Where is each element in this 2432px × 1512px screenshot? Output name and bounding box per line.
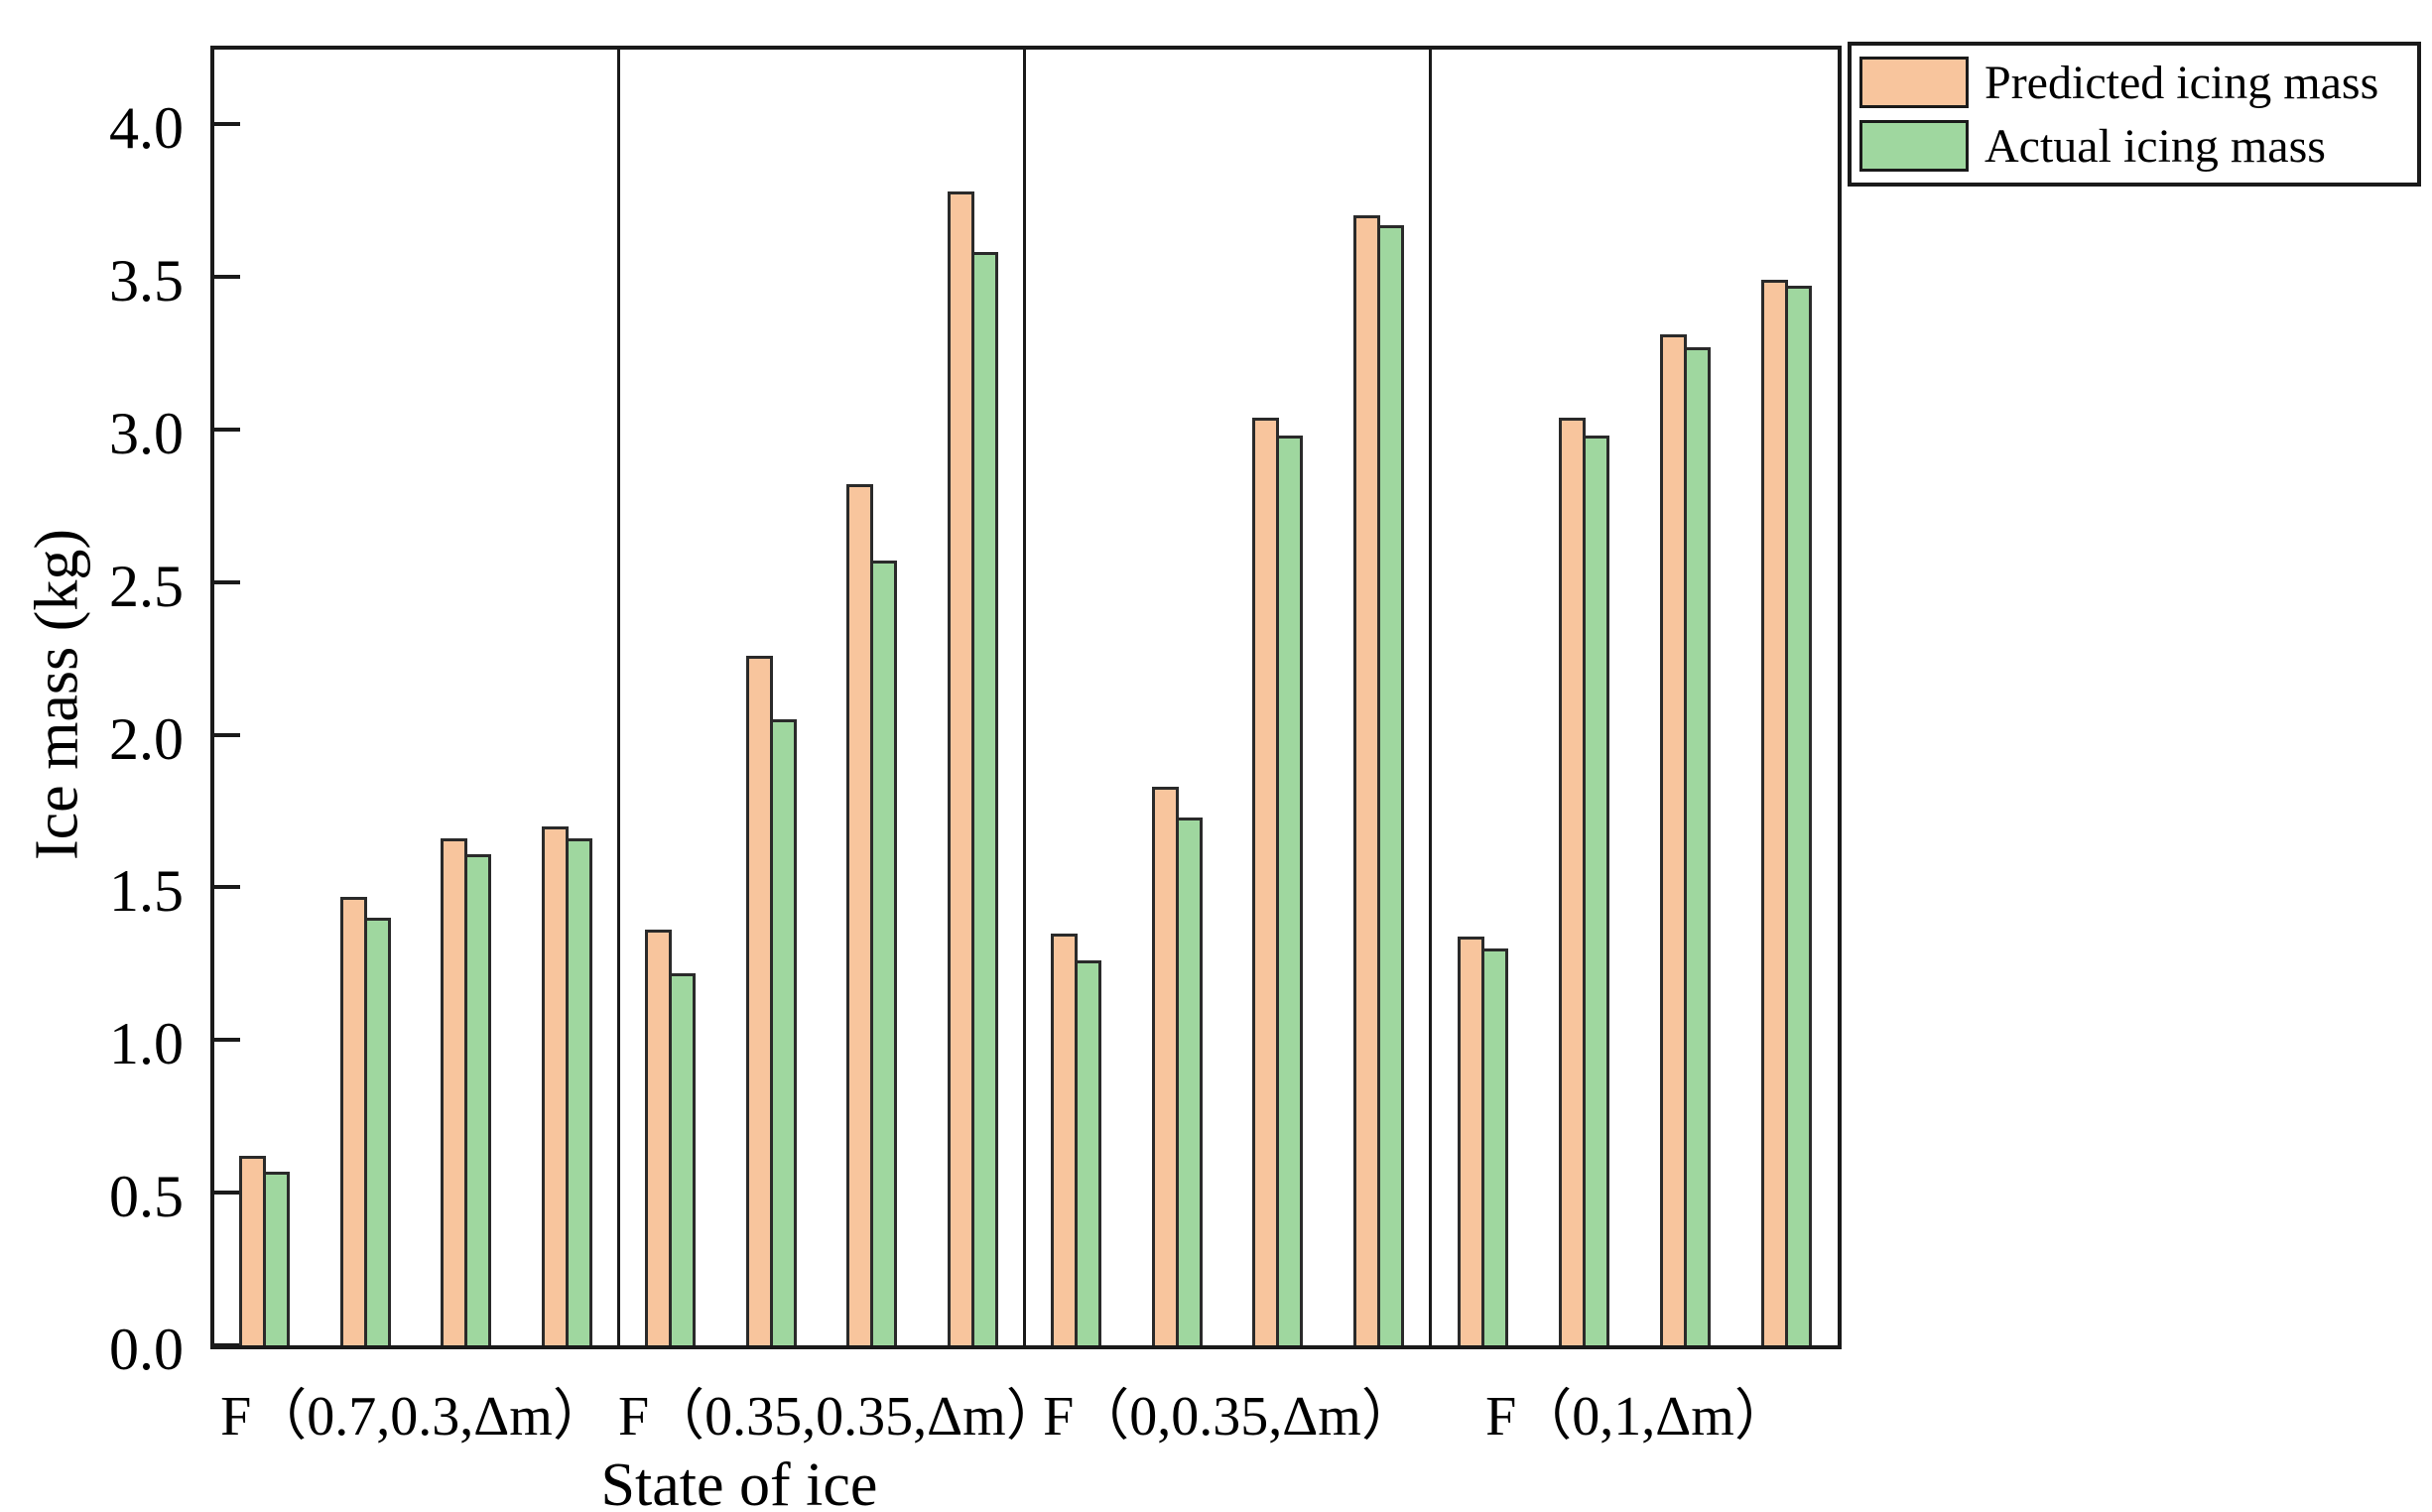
bar-pair — [846, 484, 898, 1345]
bar-actual-icing-mass — [565, 838, 592, 1345]
bar-pair — [339, 897, 391, 1345]
x-category-label: F（0,0.35,Δm） — [1043, 1386, 1417, 1448]
y-tick-label: 3.5 — [109, 247, 184, 314]
bar-pair — [1252, 418, 1304, 1345]
bar-actual-icing-mass — [1175, 818, 1203, 1345]
category-group — [620, 50, 1026, 1345]
bar-predicted-icing-mass — [541, 826, 569, 1345]
x-axis-title: State of ice — [600, 1451, 878, 1512]
bar-predicted-icing-mass — [339, 897, 367, 1345]
legend-item: Actual icing mass — [1859, 116, 2409, 176]
bar-actual-icing-mass — [1480, 948, 1508, 1345]
bar-pair — [441, 838, 492, 1345]
bar-predicted-icing-mass — [745, 656, 773, 1345]
bar-actual-icing-mass — [464, 854, 492, 1345]
bar-actual-icing-mass — [1276, 436, 1304, 1345]
y-tick-label: 1.0 — [109, 1011, 184, 1077]
legend-label: Actual icing mass — [1984, 119, 2326, 173]
bar-predicted-icing-mass — [1352, 215, 1380, 1345]
plot-area — [210, 46, 1842, 1349]
y-tick-mark — [214, 1038, 240, 1043]
bar-actual-icing-mass — [1376, 225, 1404, 1345]
bar-actual-icing-mass — [1582, 436, 1609, 1345]
bar-predicted-icing-mass — [1151, 787, 1179, 1345]
bar-predicted-icing-mass — [947, 191, 974, 1345]
bar-actual-icing-mass — [769, 719, 797, 1345]
bar-predicted-icing-mass — [239, 1156, 267, 1345]
bar-pair — [1151, 787, 1203, 1345]
x-category-label: F（0.35,0.35,Δm） — [618, 1386, 1062, 1448]
bar-actual-icing-mass — [363, 918, 391, 1345]
bar-predicted-icing-mass — [1558, 418, 1586, 1345]
bar-pair — [1457, 937, 1508, 1345]
legend-swatch-predicted — [1859, 57, 1969, 108]
y-tick-mark — [214, 1191, 240, 1196]
bar-pair — [1352, 215, 1404, 1345]
legend-label: Predicted icing mass — [1984, 56, 2379, 109]
bar-pair — [1761, 280, 1813, 1345]
bar-pair — [1558, 418, 1609, 1345]
bar-actual-icing-mass — [669, 973, 697, 1345]
y-tick-label: 2.0 — [109, 705, 184, 772]
x-category-label: F（0,1,Δm） — [1485, 1386, 1790, 1448]
x-category-label: F（0.7,0.3,Δm） — [220, 1386, 608, 1448]
bar-pair — [645, 930, 697, 1345]
y-tick-mark — [214, 885, 240, 890]
legend-swatch-actual — [1859, 120, 1969, 172]
bar-actual-icing-mass — [1785, 286, 1813, 1345]
x-axis-category-labels: F（0.7,0.3,Δm） F（0.35,0.35,Δm） F（0,0.35,Δm）… — [210, 1371, 1842, 1451]
category-group — [214, 50, 620, 1345]
y-tick-label: 0.5 — [109, 1164, 184, 1230]
y-tick-mark — [214, 122, 240, 127]
y-tick-mark — [214, 1343, 240, 1347]
bar-pair — [239, 1156, 291, 1345]
bar-predicted-icing-mass — [441, 838, 468, 1345]
y-tick-label: 1.5 — [109, 858, 184, 925]
bar-predicted-icing-mass — [846, 484, 874, 1345]
category-group — [1026, 50, 1432, 1345]
bar-pair — [1051, 934, 1102, 1345]
bar-actual-icing-mass — [263, 1172, 291, 1345]
y-tick-label: 0.0 — [109, 1317, 184, 1382]
bar-pair — [541, 826, 592, 1345]
legend-item: Predicted icing mass — [1859, 53, 2409, 112]
category-group — [1432, 50, 1838, 1345]
bar-pair — [947, 191, 998, 1345]
bar-predicted-icing-mass — [1051, 934, 1079, 1345]
bar-predicted-icing-mass — [1660, 334, 1688, 1345]
legend: Predicted icing mass Actual icing mass — [1848, 42, 2421, 187]
bar-predicted-icing-mass — [1761, 280, 1789, 1345]
y-tick-mark — [214, 732, 240, 737]
bar-actual-icing-mass — [970, 252, 998, 1345]
bar-actual-icing-mass — [1684, 347, 1712, 1345]
bar-predicted-icing-mass — [645, 930, 673, 1345]
bar-predicted-icing-mass — [1252, 418, 1280, 1345]
bar-pair — [1660, 334, 1712, 1345]
bar-actual-icing-mass — [1075, 960, 1102, 1345]
y-tick-label: 4.0 — [109, 95, 184, 162]
y-tick-label: 2.5 — [109, 553, 184, 619]
y-tick-mark — [214, 274, 240, 279]
y-tick-mark — [214, 427, 240, 432]
y-tick-mark — [214, 579, 240, 584]
bar-predicted-icing-mass — [1457, 937, 1484, 1345]
bar-pair — [745, 656, 797, 1345]
y-tick-label: 3.0 — [109, 400, 184, 466]
bar-actual-icing-mass — [870, 561, 898, 1345]
